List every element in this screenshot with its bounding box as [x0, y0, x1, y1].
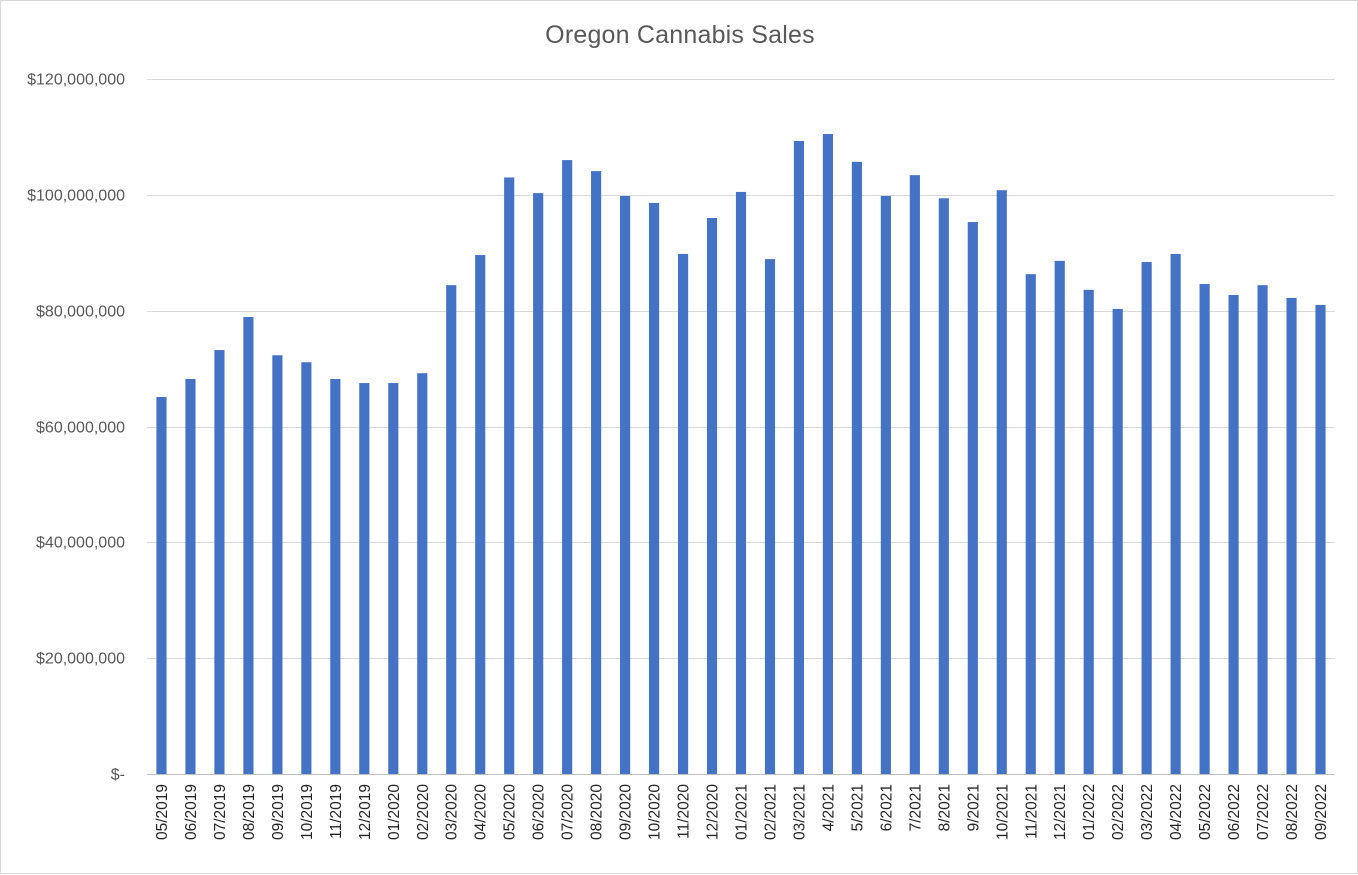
y-tick-label: $120,000,000 [27, 72, 125, 89]
x-tick-label: 02/2022 [1110, 784, 1127, 840]
x-tick-label: 01/2020 [386, 784, 403, 840]
x-tick-label: 06/2020 [531, 784, 548, 840]
bar [1315, 304, 1326, 774]
bar [909, 175, 920, 774]
bar [417, 373, 428, 774]
x-tick-label: 8/2021 [936, 784, 953, 831]
x-tick-label: 02/2020 [415, 784, 432, 840]
bar [764, 259, 776, 774]
y-tick-label: $60,000,000 [36, 420, 125, 437]
bar [793, 140, 805, 775]
x-tick-label: 10/2021 [994, 784, 1011, 840]
bar [301, 362, 312, 774]
x-tick-label: 05/2020 [502, 784, 519, 840]
bar [938, 198, 949, 774]
bar [620, 195, 631, 774]
bar [1199, 284, 1210, 774]
bar [591, 171, 602, 774]
bar [1112, 308, 1123, 774]
bar [1025, 274, 1036, 774]
x-tick-label: 6/2021 [878, 784, 895, 831]
bar [880, 195, 891, 774]
bar [967, 222, 978, 774]
bar [272, 355, 283, 774]
x-tick-label: 4/2021 [820, 784, 837, 831]
bar [851, 161, 862, 775]
x-tick-label: 7/2021 [907, 784, 924, 831]
x-tick-label: 10/2020 [647, 784, 664, 840]
bar [214, 350, 225, 774]
x-tick-label: 09/2019 [270, 784, 287, 840]
x-tick-label: 08/2022 [1284, 784, 1301, 840]
bar [504, 177, 515, 775]
bar [677, 253, 689, 775]
x-tick-label: 07/2022 [1255, 784, 1272, 840]
bar [185, 379, 196, 774]
bar [1257, 285, 1268, 774]
bar [1286, 297, 1297, 774]
x-tick-label: 03/2022 [1139, 784, 1156, 840]
bar [359, 383, 370, 774]
chart-title: Oregon Cannabis Sales [545, 21, 815, 49]
x-tick-label: 08/2020 [589, 784, 606, 840]
x-tick-label: 9/2021 [965, 784, 982, 831]
bar [1054, 260, 1065, 774]
bar [562, 160, 573, 775]
bar [156, 396, 167, 774]
y-tick-label: $80,000,000 [36, 304, 125, 321]
bar [822, 134, 833, 775]
x-tick-label: 03/2020 [444, 784, 461, 840]
x-tick-label: 09/2022 [1313, 784, 1330, 840]
y-tick-label: $20,000,000 [36, 651, 125, 668]
x-tick-label: 04/2020 [473, 784, 490, 840]
x-tick-label: 05/2022 [1197, 784, 1214, 840]
bar [1170, 253, 1181, 775]
x-tick-label: 11/2021 [1023, 784, 1040, 839]
x-tick-label: 03/2021 [791, 784, 808, 840]
bar [243, 317, 254, 774]
x-tick-label: 01/2022 [1081, 784, 1098, 840]
bar [735, 191, 747, 774]
bar [996, 190, 1007, 774]
x-tick-label: 09/2020 [618, 784, 635, 840]
bar [330, 379, 341, 774]
x-tick-label: 10/2019 [299, 784, 316, 840]
x-tick-label: 05/2019 [154, 784, 171, 840]
x-tick-label: 06/2019 [183, 784, 200, 840]
y-tick-label: $100,000,000 [27, 188, 125, 205]
x-tick-label: 06/2022 [1226, 784, 1243, 840]
x-tick-label: 11/2019 [328, 784, 345, 839]
x-tick-label: 01/2021 [734, 784, 751, 840]
bar [1228, 295, 1239, 774]
y-tick-label: $40,000,000 [36, 535, 125, 552]
bar [1141, 262, 1152, 774]
x-tick-label: 11/2020 [676, 784, 693, 839]
y-tick-label: $- [111, 767, 125, 784]
x-tick-label: 12/2019 [357, 784, 374, 840]
bar [1083, 289, 1094, 774]
x-tick-label: 12/2020 [705, 784, 722, 840]
x-tick-label: 12/2021 [1052, 784, 1069, 840]
x-tick-label: 07/2019 [212, 784, 229, 840]
x-tick-label: 02/2021 [762, 784, 779, 840]
bar [706, 218, 718, 774]
bar [388, 383, 399, 774]
x-tick-label: 07/2020 [560, 784, 577, 840]
bar [649, 202, 660, 775]
bar [446, 285, 457, 774]
x-tick-label: 08/2019 [241, 784, 258, 840]
x-tick-label: 5/2021 [849, 784, 866, 831]
x-tick-label: 04/2022 [1168, 784, 1185, 840]
bar [475, 255, 486, 775]
bar [533, 193, 544, 775]
